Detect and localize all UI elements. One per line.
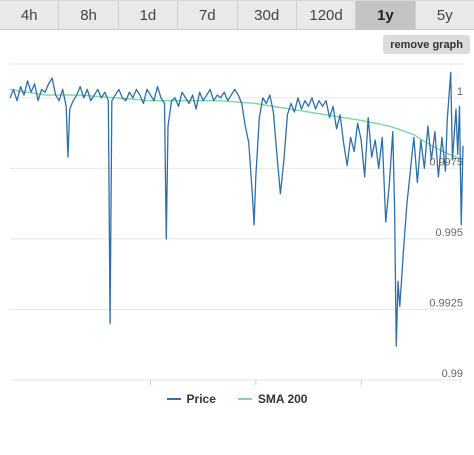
tab-1d[interactable]: 1d	[118, 1, 179, 29]
tab-1y[interactable]: 1y	[356, 1, 416, 29]
timeframe-tabs: 4h 8h 1d 7d 30d 120d 1y 5y	[0, 0, 474, 30]
chart-series	[9, 71, 464, 347]
legend-swatch	[237, 398, 252, 400]
price-chart: 0.99 0.9925 0.995 0.9975 1 Jul '25Oct '25Jan…	[9, 63, 464, 385]
chart-grid	[10, 63, 463, 381]
tab-8h[interactable]: 8h	[59, 1, 119, 29]
tab-30d[interactable]: 30d	[237, 1, 297, 29]
remove-graph-button[interactable]: remove graph	[383, 35, 470, 54]
y-tick-label: 0.9925	[429, 297, 463, 309]
legend-item-sma-200[interactable]: SMA 200	[237, 392, 308, 406]
tab-120d[interactable]: 120d	[296, 1, 357, 29]
legend-label: SMA 200	[257, 392, 308, 406]
chart-legend: Price SMA 200	[0, 392, 474, 406]
sma-200-line	[9, 88, 464, 161]
price-line	[9, 71, 464, 347]
legend-item-price[interactable]: Price	[166, 392, 216, 406]
tab-4h[interactable]: 4h	[0, 1, 60, 29]
legend-label: Price	[186, 392, 216, 406]
tab-7d[interactable]: 7d	[178, 1, 238, 29]
y-tick-label: 0.995	[435, 227, 463, 239]
y-axis-ticks: 0.99 0.9925 0.995 0.9975 1	[429, 86, 463, 380]
y-tick-label: 0.9975	[429, 156, 463, 168]
y-tick-label: 0.99	[442, 368, 463, 380]
y-tick-label: 1	[457, 86, 463, 98]
tab-5y[interactable]: 5y	[415, 1, 474, 29]
legend-swatch	[166, 398, 181, 400]
x-axis-ticks: Jul '25Oct '25Jan '26	[149, 380, 362, 385]
